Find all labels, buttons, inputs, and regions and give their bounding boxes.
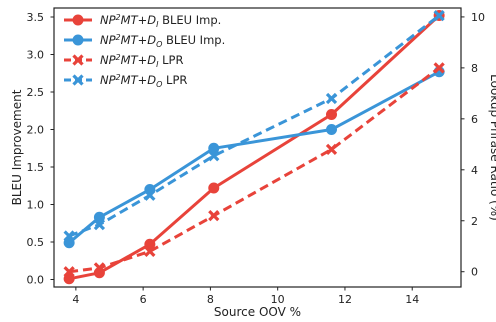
x-axis-title: Source OOV % <box>214 305 301 319</box>
data-point <box>325 143 338 156</box>
y-axis-left-title: BLEU Improvement <box>10 89 24 205</box>
data-point <box>208 182 220 194</box>
y-left-tick-label: 3.5 <box>27 11 45 24</box>
plot-area <box>63 10 445 285</box>
y-right-tick-label: 0 <box>471 266 478 279</box>
y-left-tick-label: 1.0 <box>27 199 45 212</box>
y-left-tick-label: 1.5 <box>27 161 45 174</box>
x-tick-label: 8 <box>207 293 214 306</box>
legend-marker <box>72 74 84 86</box>
legend-entry-3: NP2MT+DI LPR <box>64 53 183 69</box>
y-right-tick-label: 4 <box>471 164 478 177</box>
legend-label: NP2MT+DO BLEU Imp. <box>100 33 225 49</box>
plot-frame <box>53 7 462 288</box>
legend-label: NP2MT+DI BLEU Imp. <box>100 13 221 29</box>
x-tick-label: 10 <box>271 293 285 306</box>
data-point <box>63 230 75 242</box>
y-axis-right-title: Lookup Phrase Ratio (%) <box>488 74 496 221</box>
legend-label: NP2MT+DO LPR <box>100 73 187 89</box>
y-right-tick-label: 6 <box>471 113 478 126</box>
legend-entry-1: NP2MT+DI BLEU Imp. <box>64 13 221 29</box>
series-1 <box>63 10 445 285</box>
data-point <box>93 218 106 231</box>
y-right-tick-label: 8 <box>471 62 478 75</box>
x-tick-label: 12 <box>338 293 352 306</box>
legend: NP2MT+DI BLEU Imp. NP2MT+DO BLEU Imp. NP2M… <box>64 13 225 89</box>
y-right-tick-label: 10 <box>471 11 485 24</box>
y-left-tick-label: 2.0 <box>27 124 45 137</box>
y-left-tick-label: 2.5 <box>27 86 45 99</box>
legend-entry-4: NP2MT+DO LPR <box>64 73 187 89</box>
series-4 <box>63 10 445 242</box>
legend-marker <box>72 34 84 46</box>
x-tick-label: 14 <box>405 293 419 306</box>
y-left-tick-label: 3.0 <box>27 49 45 62</box>
legend-label: NP2MT+DI LPR <box>100 53 183 69</box>
data-point <box>208 210 220 222</box>
data-point <box>144 245 156 257</box>
data-point <box>93 262 106 274</box>
data-point <box>325 92 338 105</box>
y-left-tick-label: 0.0 <box>27 274 45 287</box>
data-point <box>433 10 445 22</box>
series-3 <box>63 62 445 278</box>
axes: 4 6 8 10 12 14 0.0 0.5 1.0 1.5 2.0 2.5 3.0 3.5 0 2 4 6 8 10 <box>27 7 485 306</box>
x-tick-label: 4 <box>72 293 79 306</box>
legend-entry-2: NP2MT+DO BLEU Imp. <box>64 33 225 49</box>
legend-marker <box>72 14 84 26</box>
series-line <box>68 14 441 238</box>
data-point <box>63 266 75 278</box>
data-point <box>144 189 156 201</box>
series-line <box>68 66 441 274</box>
data-point <box>208 150 220 162</box>
data-point <box>326 124 337 135</box>
series-2 <box>63 66 445 249</box>
y-left-tick-label: 0.5 <box>27 236 45 249</box>
y-right-tick-label: 2 <box>471 215 478 228</box>
legend-marker <box>72 54 84 66</box>
series-line <box>68 70 440 244</box>
x-tick-label: 6 <box>140 293 147 306</box>
data-point <box>326 109 337 120</box>
data-point <box>433 62 445 74</box>
